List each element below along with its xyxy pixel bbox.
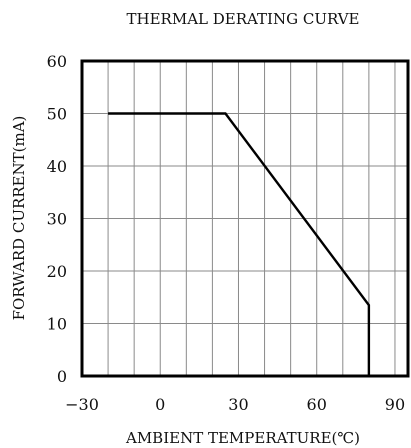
x-tick-label: 30 <box>228 395 248 414</box>
y-tick-label: 60 <box>47 52 67 71</box>
y-axis-label: FORWARD CURRENT(mA) <box>10 116 28 321</box>
x-axis-label: AMBIENT TEMPERATURE(℃) <box>125 429 360 447</box>
derating-curve <box>108 112 371 376</box>
y-tick-label: 40 <box>47 157 67 176</box>
y-tick-label: 30 <box>47 210 67 229</box>
x-tick-label: 90 <box>385 395 405 414</box>
y-tick-label: 0 <box>57 367 67 386</box>
x-tick-label: −30 <box>65 395 99 414</box>
y-tick-label: 10 <box>47 315 67 334</box>
x-tick-labels: −30 0 30 60 90 <box>65 395 405 414</box>
y-tick-label: 50 <box>47 105 67 124</box>
y-tick-label: 20 <box>47 262 67 281</box>
x-tick-label: 60 <box>307 395 327 414</box>
grid <box>82 61 408 376</box>
plot-frame <box>80 59 410 378</box>
series-layer <box>108 112 371 376</box>
chart-title: THERMAL DERATING CURVE <box>127 10 360 28</box>
y-tick-labels: 0 10 20 30 40 50 60 <box>47 52 67 386</box>
x-tick-label: 0 <box>155 395 165 414</box>
